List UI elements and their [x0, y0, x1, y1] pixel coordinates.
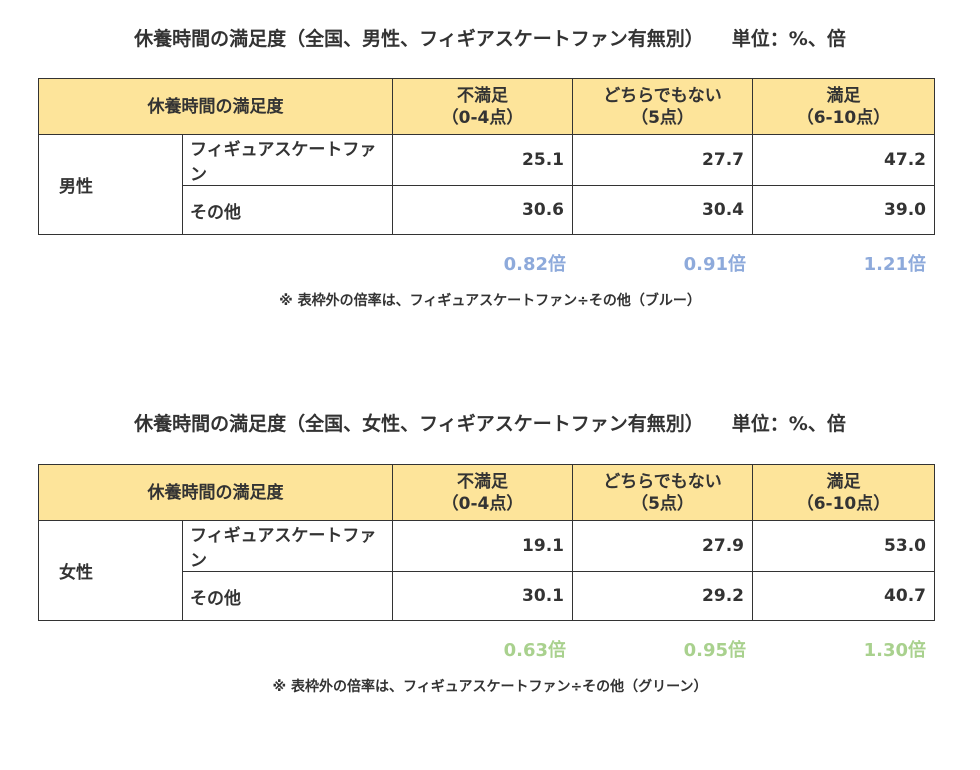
table-title-male: 休養時間の満足度（全国、男性、フィギアスケートファン有無別） 単位：%、倍: [0, 24, 980, 51]
cell-value: 40.7: [752, 571, 935, 621]
row-label: フィギュアスケートファン: [182, 520, 393, 572]
ratio-row-female: 0.63倍 0.95倍 1.30倍: [0, 636, 980, 666]
table-row: その他 30.6 30.4 39.0: [39, 185, 935, 235]
cell-value: 27.7: [572, 134, 753, 186]
table-row: その他 30.1 29.2 40.7: [39, 571, 935, 621]
cell-value: 30.6: [392, 185, 573, 235]
footnote: ※ 表枠外の倍率は、フィギュアスケートファン÷その他（ブルー）: [279, 293, 701, 309]
header-line2: （0-4点）: [441, 493, 524, 514]
header-line2: （5点）: [631, 493, 694, 514]
header-line2: （6-10点）: [796, 107, 891, 128]
ratio-value: 1.21倍: [863, 254, 926, 275]
footnote: ※ 表枠外の倍率は、フィギュアスケートファン÷その他（グリーン）: [272, 679, 708, 695]
group-label: 女性: [38, 520, 183, 621]
header-line1: 不満足: [457, 85, 508, 106]
header-line2: （5点）: [631, 107, 694, 128]
header-satisfied: 満足 （6-10点）: [752, 464, 935, 521]
ratio-value: 0.95倍: [683, 640, 746, 661]
header-line1: どちらでもない: [603, 85, 722, 106]
header-dissatisfied: 不満足 （0-4点）: [392, 464, 573, 521]
row-label: その他: [182, 185, 393, 235]
title-text: 休養時間の満足度（全国、男性、フィギアスケートファン有無別）: [134, 28, 704, 50]
header-line2: （0-4点）: [441, 107, 524, 128]
header-row: 休養時間の満足度 不満足 （0-4点） どちらでもない （5点） 満足 （6-1…: [38, 78, 935, 135]
cell-value: 53.0: [752, 520, 935, 572]
table-row: 女性 フィギュアスケートファン 19.1 27.9 53.0: [38, 520, 935, 621]
table-row: 男性 フィギュアスケートファン 25.1 27.7 47.2: [38, 134, 935, 235]
table-title-female: 休養時間の満足度（全国、女性、フィギアスケートファン有無別） 単位：%、倍: [0, 409, 980, 436]
ratio-value: 0.82倍: [503, 254, 566, 275]
satisfaction-table-female: 休養時間の満足度 不満足 （0-4点） どちらでもない （5点） 満足 （6-1…: [38, 464, 935, 621]
header-corner: 休養時間の満足度: [38, 464, 393, 521]
header-dissatisfied: 不満足 （0-4点）: [392, 78, 573, 135]
row-label: フィギュアスケートファン: [182, 134, 393, 186]
header-neutral: どちらでもない （5点）: [572, 464, 753, 521]
group-label: 男性: [38, 134, 183, 235]
header-row: 休養時間の満足度 不満足 （0-4点） どちらでもない （5点） 満足 （6-1…: [38, 464, 935, 521]
header-neutral: どちらでもない （5点）: [572, 78, 753, 135]
header-line2: （6-10点）: [796, 493, 891, 514]
cell-value: 19.1: [392, 520, 573, 572]
header-line1: 満足: [826, 471, 861, 492]
header-satisfied: 満足 （6-10点）: [752, 78, 935, 135]
ratio-value: 0.63倍: [503, 640, 566, 661]
cell-value: 47.2: [752, 134, 935, 186]
header-line1: どちらでもない: [603, 471, 722, 492]
unit-label: 単位：%、倍: [731, 413, 846, 435]
cell-value: 27.9: [572, 520, 753, 572]
cell-value: 39.0: [752, 185, 935, 235]
cell-value: 30.1: [392, 571, 573, 621]
cell-value: 30.4: [572, 185, 753, 235]
satisfaction-table-male: 休養時間の満足度 不満足 （0-4点） どちらでもない （5点） 満足 （6-1…: [38, 78, 935, 235]
cell-value: 29.2: [572, 571, 753, 621]
header-line1: 不満足: [457, 471, 508, 492]
ratio-value: 1.30倍: [863, 640, 926, 661]
row-label: その他: [182, 571, 393, 621]
header-corner: 休養時間の満足度: [38, 78, 393, 135]
unit-label: 単位：%、倍: [731, 28, 846, 50]
header-line1: 満足: [826, 85, 861, 106]
ratio-value: 0.91倍: [683, 254, 746, 275]
cell-value: 25.1: [392, 134, 573, 186]
ratio-row-male: 0.82倍 0.91倍 1.21倍: [0, 250, 980, 280]
title-text: 休養時間の満足度（全国、女性、フィギアスケートファン有無別）: [134, 413, 704, 435]
